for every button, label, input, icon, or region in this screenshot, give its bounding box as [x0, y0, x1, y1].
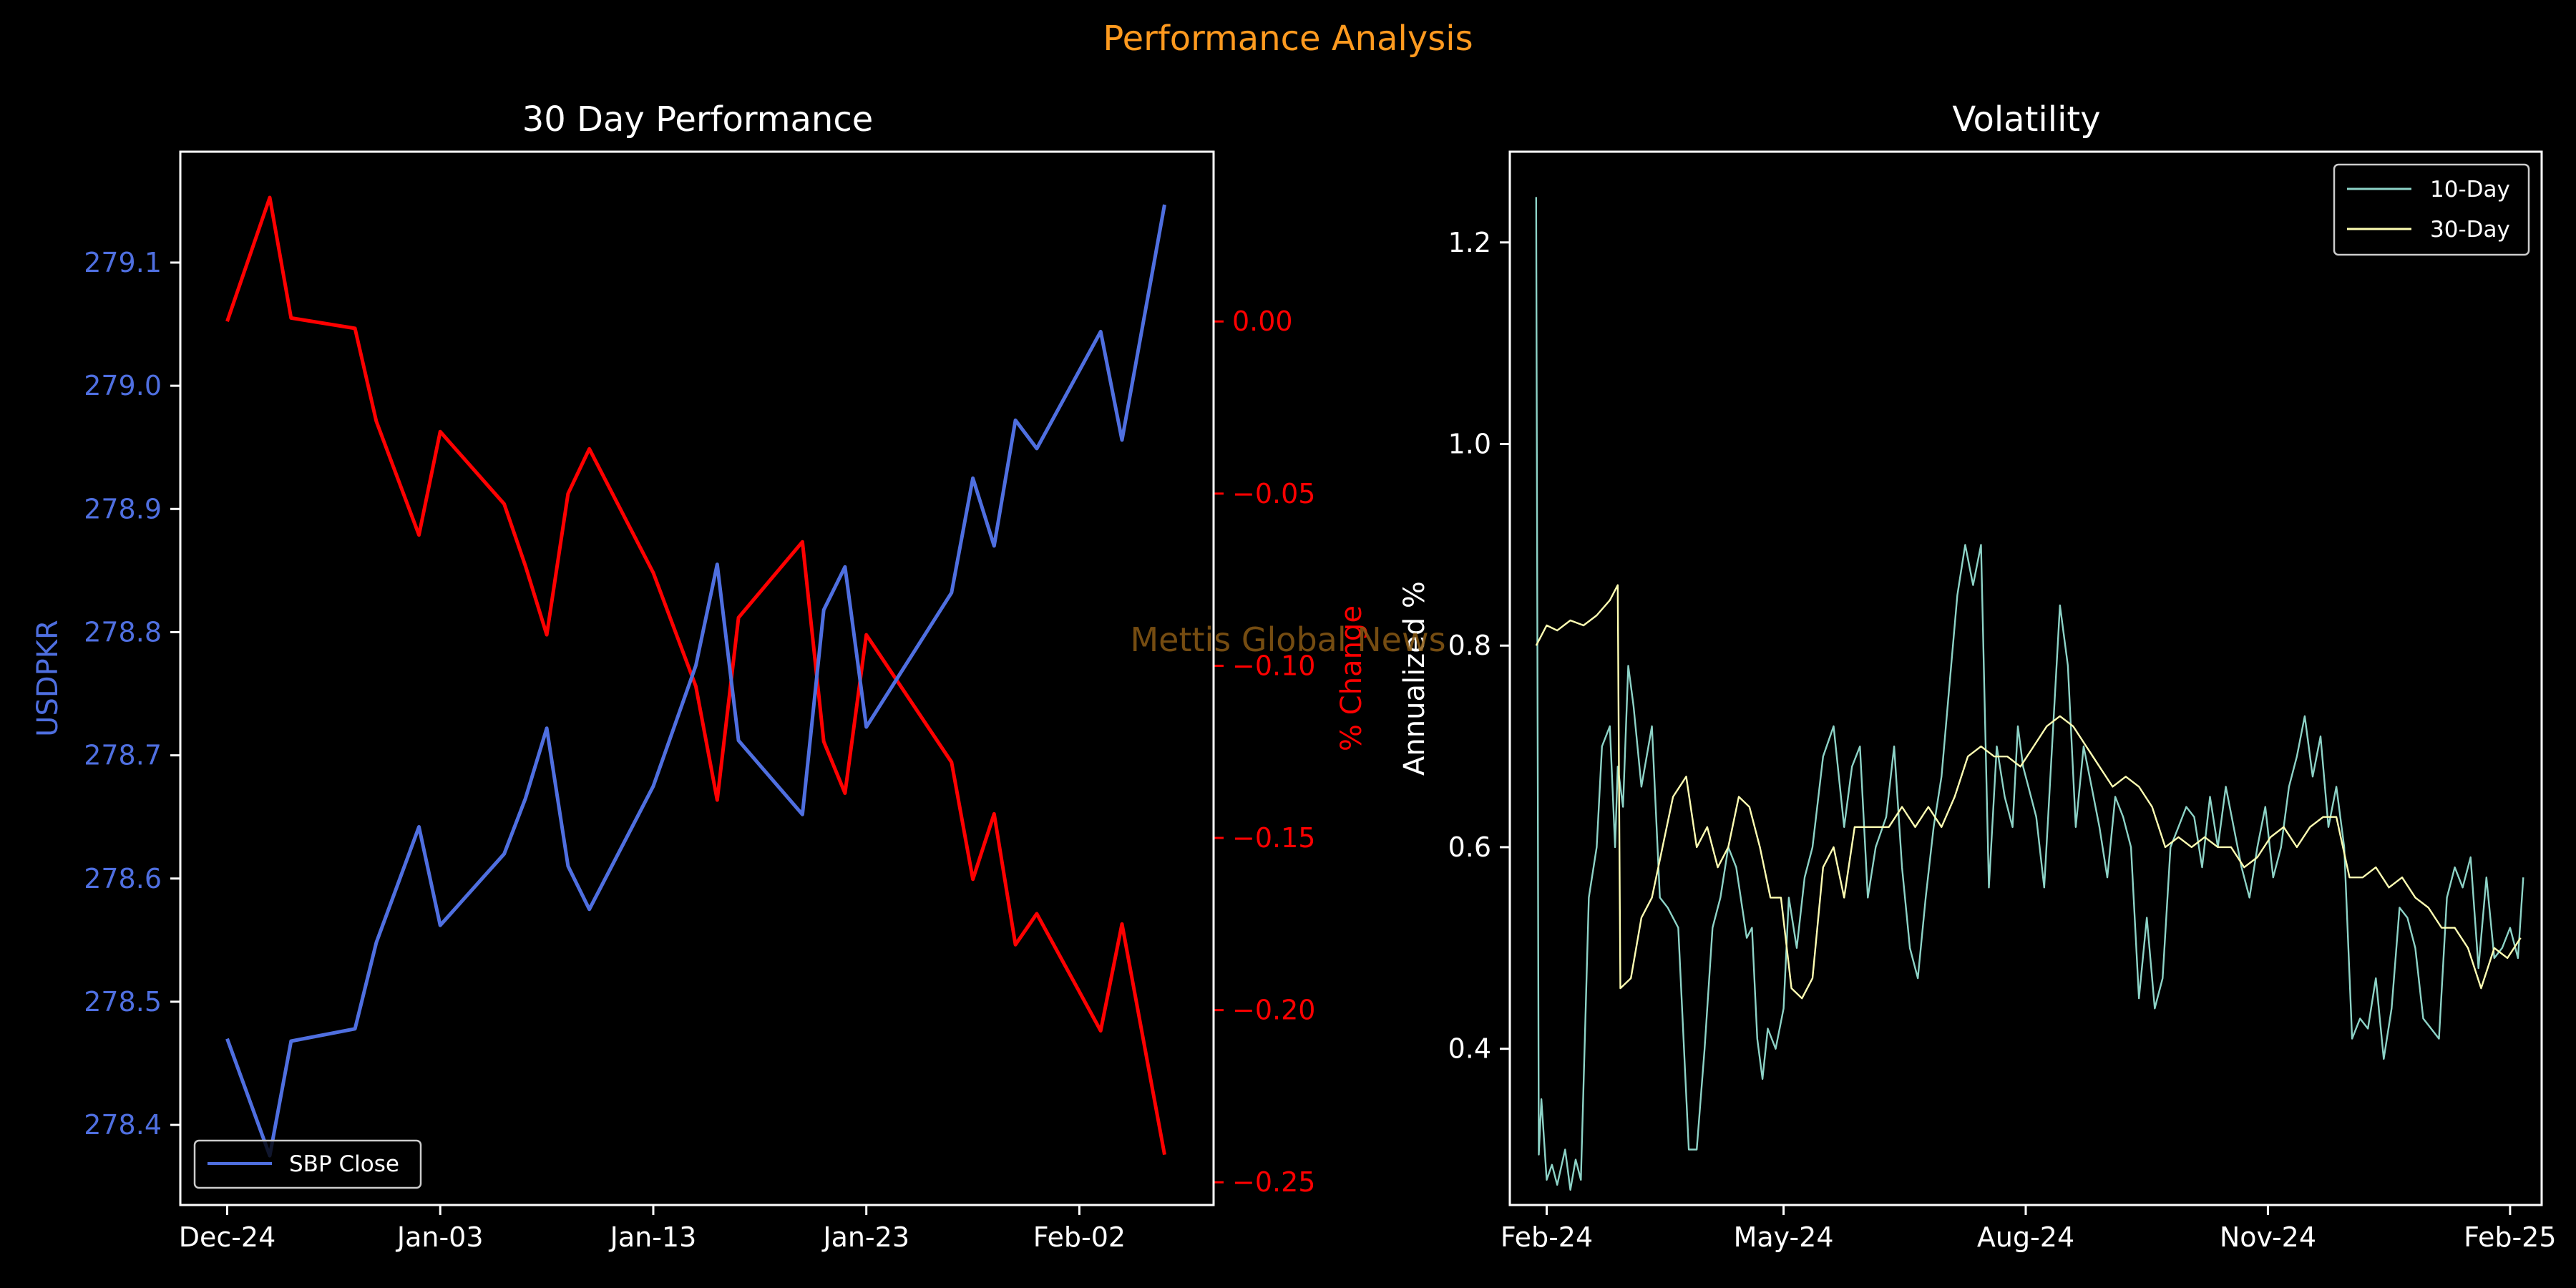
- performance-xtick-label: Jan-03: [396, 1221, 484, 1253]
- performance-y2tick-label: 0.00: [1232, 306, 1293, 337]
- volatility-ylabel: Annualized %: [1398, 581, 1431, 776]
- performance-ytick-label: 278.9: [84, 493, 162, 525]
- vol-10-day-line: [1535, 197, 2524, 1191]
- volatility-xtick-label: Feb-25: [2464, 1221, 2556, 1253]
- volatility-plot-area: Feb-24 May-24 Aug-24 Nov-24 Feb-25 0.4 0.6 0.8 1…: [1448, 197, 2557, 1253]
- performance-ytick-label: 278.7: [84, 740, 162, 771]
- legend-30-day-label: 30-Day: [2430, 217, 2510, 243]
- performance-ylabel-left: USDPKR: [31, 620, 64, 737]
- performance-y2tick-label: −0.25: [1232, 1166, 1315, 1198]
- performance-ytick-label: 279.1: [84, 247, 162, 278]
- volatility-xtick-label: Nov-24: [2220, 1221, 2316, 1253]
- performance-ytick-label: 279.0: [84, 370, 162, 401]
- legend-10-day-label: 10-Day: [2430, 177, 2510, 203]
- performance-xtick-label: Feb-02: [1033, 1221, 1126, 1253]
- performance-ytick-label: 278.5: [84, 986, 162, 1018]
- performance-axes-frame: [179, 150, 1215, 1206]
- sbp-close-line: [225, 204, 1166, 1158]
- volatility-ytick-label: 1.0: [1448, 428, 1491, 459]
- volatility-title: Volatility: [1952, 99, 2100, 140]
- volatility-ytick-label: 0.6: [1448, 831, 1491, 863]
- volatility-ytick-label: 0.4: [1448, 1033, 1491, 1065]
- performance-legend: SBP Close: [193, 1139, 422, 1189]
- performance-legend-box: [193, 1139, 422, 1189]
- performance-xtick-label: Jan-23: [821, 1221, 909, 1253]
- legend-sbp-close-label: SBP Close: [289, 1151, 399, 1177]
- performance-y2tick-label: −0.05: [1232, 478, 1315, 509]
- figure-title: Performance Analysis: [1103, 19, 1473, 59]
- performance-title: 30 Day Performance: [522, 99, 874, 140]
- pct-change-line: [225, 195, 1166, 1156]
- volatility-legend-box: [2333, 163, 2530, 256]
- performance-panel: 30 Day Performance Dec-24 Jan-03 Jan-13 Jan…: [31, 99, 1368, 1253]
- volatility-axes-frame: [1508, 150, 2543, 1206]
- performance-xtick-label: Jan-13: [609, 1221, 697, 1253]
- performance-y2tick-label: −0.10: [1232, 650, 1315, 681]
- volatility-xtick-label: May-24: [1734, 1221, 1834, 1253]
- performance-plot-area: Dec-24 Jan-03 Jan-13 Jan-23 Feb-02 278.4 278.5…: [84, 195, 1315, 1253]
- vol-30-day-line: [1535, 584, 2522, 1000]
- volatility-ytick-label: 1.2: [1448, 227, 1491, 258]
- performance-ytick-label: 278.6: [84, 863, 162, 894]
- volatility-legend: 10-Day 30-Day: [2333, 163, 2530, 256]
- performance-y2tick-label: −0.15: [1232, 822, 1315, 854]
- volatility-ytick-label: 0.8: [1448, 630, 1491, 661]
- performance-ylabel-right: % Change: [1335, 605, 1368, 751]
- performance-xtick-label: Dec-24: [179, 1221, 276, 1253]
- performance-ytick-label: 278.4: [84, 1109, 162, 1141]
- performance-y2tick-label: −0.20: [1232, 995, 1315, 1026]
- volatility-xtick-label: Aug-24: [1977, 1221, 2074, 1253]
- watermark-text: Mettis Global News: [1130, 620, 1445, 659]
- volatility-panel: Volatility Feb-24 May-24 Aug-24 Nov-24 Feb-2…: [1398, 99, 2557, 1253]
- performance-ytick-label: 278.8: [84, 616, 162, 648]
- volatility-xtick-label: Feb-24: [1501, 1221, 1593, 1253]
